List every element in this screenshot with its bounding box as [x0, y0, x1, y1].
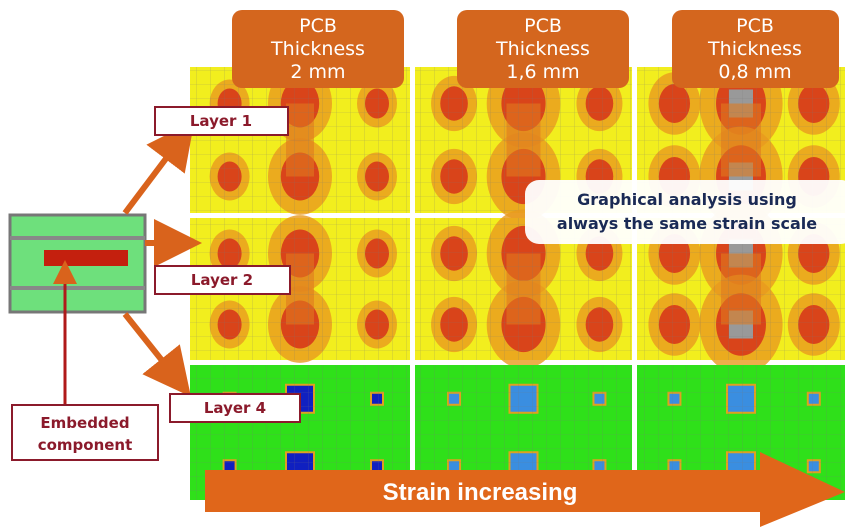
component-label: component: [38, 436, 133, 454]
header-text: Thickness: [495, 38, 590, 60]
callout-box: [525, 180, 845, 244]
label-box: [154, 106, 289, 136]
header-text: Thickness: [270, 38, 365, 60]
label-box: [169, 393, 301, 423]
headers: [232, 10, 839, 88]
header-text: 0,8 mm: [718, 61, 791, 83]
layer-label: Layer 2: [191, 271, 253, 289]
header-text: 2 mm: [290, 61, 345, 83]
callout-text: always the same strain scale: [557, 214, 817, 233]
header-text: 1,6 mm: [506, 61, 579, 83]
layer-label: Layer 4: [204, 399, 266, 417]
header-text: Thickness: [707, 38, 802, 60]
label-box: [11, 404, 159, 461]
callout-text: Graphical analysis using: [577, 190, 797, 209]
header-text: PCB: [736, 15, 774, 37]
pcb-icon: [8, 120, 202, 405]
layer-label: Layer 1: [190, 112, 252, 130]
component-label: Embedded: [40, 414, 129, 432]
header-text: PCB: [299, 15, 337, 37]
header-text: PCB: [524, 15, 562, 37]
mesh: [190, 67, 410, 213]
arrow-label: Strain increasing: [383, 479, 578, 506]
strain-arrow: [205, 452, 845, 527]
label-box: [154, 265, 291, 295]
